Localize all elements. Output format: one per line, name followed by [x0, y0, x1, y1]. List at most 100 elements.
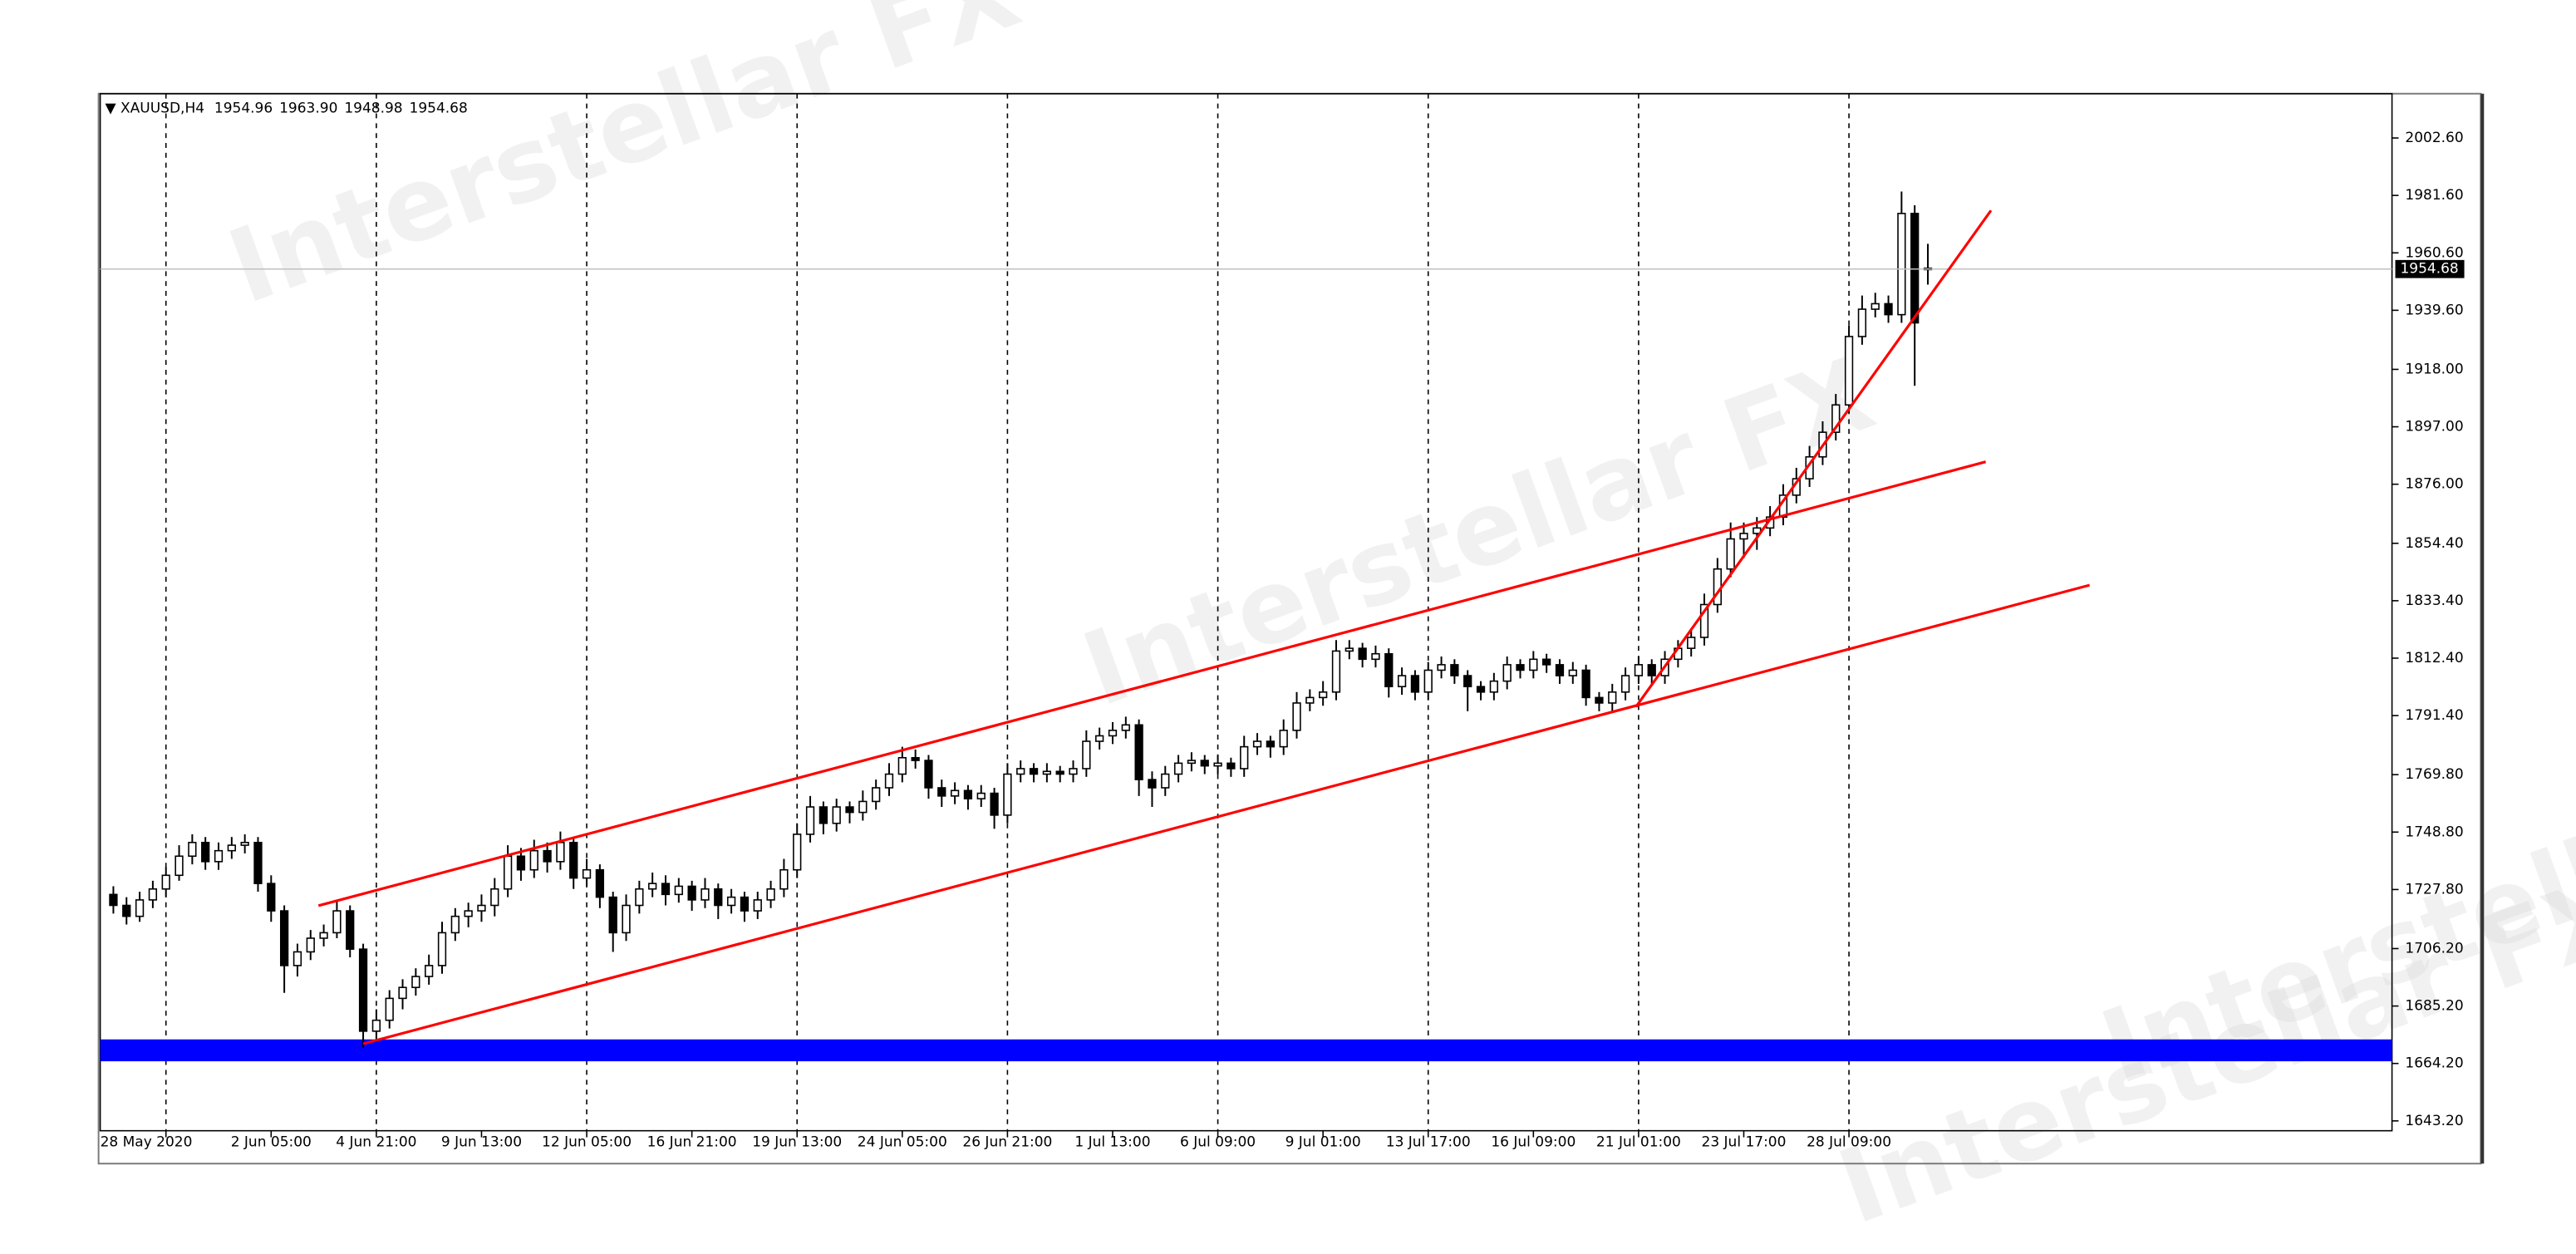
y-tick-label: 1897.00 — [2405, 419, 2463, 435]
x-tick-label: 21 Jul 01:00 — [1596, 1134, 1681, 1151]
candle-body — [306, 937, 315, 953]
candle-body — [701, 888, 710, 901]
candle-body — [1476, 686, 1486, 693]
candle-body — [1108, 730, 1118, 737]
candle-body — [595, 868, 605, 898]
header-arrow: ▼ — [106, 101, 120, 117]
candle-body — [674, 885, 683, 896]
symbol: XAUUSD,H4 — [120, 101, 204, 117]
trendline — [317, 460, 1987, 907]
y-tick-label: 1812.40 — [2405, 650, 2463, 666]
x-tick-label: 12 Jun 05:00 — [542, 1134, 632, 1151]
candle-body — [740, 896, 750, 912]
candle-body — [1240, 745, 1249, 770]
candle-body — [503, 855, 513, 890]
candle-body — [148, 888, 158, 901]
candle-body — [687, 885, 696, 901]
candle-body — [214, 849, 224, 863]
x-tick-label: 2 Jun 05:00 — [231, 1134, 312, 1151]
x-tick-label: 9 Jun 13:00 — [441, 1134, 522, 1151]
candle-body — [188, 842, 197, 858]
y-tick-label: 1960.60 — [2405, 244, 2463, 261]
candle-body — [1029, 768, 1039, 775]
candle-body — [753, 899, 762, 912]
candle-body — [1319, 691, 1328, 699]
y-tick-label: 1643.20 — [2405, 1113, 2463, 1129]
candle-body — [1213, 762, 1222, 767]
candle-body — [437, 932, 447, 966]
candle-body — [793, 834, 802, 871]
x-tick-label: 4 Jun 21:00 — [336, 1134, 416, 1151]
header-close: 1954.68 — [410, 101, 468, 117]
y-tick-label: 1769.80 — [2405, 766, 2463, 783]
candle-body — [516, 855, 526, 871]
candle-body — [1634, 664, 1644, 676]
candle-body — [201, 842, 210, 863]
candle-body — [582, 868, 592, 879]
x-tick-label: 24 Jun 05:00 — [858, 1134, 947, 1151]
candle-body — [766, 888, 775, 901]
y-tick-label: 1833.40 — [2405, 593, 2463, 609]
candle-body — [1831, 404, 1841, 433]
candle-body — [1200, 760, 1209, 767]
candle-body — [608, 896, 617, 934]
candle-body — [332, 910, 342, 934]
price-label-box — [2395, 259, 2465, 278]
candle-body — [411, 976, 420, 989]
y-tick-label: 2002.60 — [2405, 130, 2463, 146]
candle-body — [1305, 696, 1315, 704]
trendline — [362, 583, 2091, 1045]
header-low: 1948.98 — [344, 101, 402, 117]
y-tick-label: 1706.20 — [2405, 940, 2463, 956]
y-tick-label: 1727.80 — [2405, 881, 2463, 897]
candle-body — [279, 910, 289, 966]
candle-body — [1410, 675, 1420, 693]
candle-body — [464, 910, 473, 917]
candle-body — [1897, 213, 1906, 316]
candle-body — [911, 756, 920, 761]
candle-body — [1647, 664, 1656, 676]
candle-body — [1620, 675, 1630, 693]
candle-body — [1871, 302, 1880, 310]
candle-body — [819, 806, 828, 824]
candle-body — [1266, 740, 1276, 748]
x-tick-label: 6 Jul 09:00 — [1180, 1134, 1256, 1151]
candle-body — [1450, 664, 1459, 676]
candle-body — [1502, 664, 1512, 682]
candle-body — [897, 756, 907, 775]
candle-body — [1687, 637, 1696, 649]
candle-body — [1489, 680, 1498, 693]
candle-body — [1331, 650, 1341, 693]
candle-body — [385, 997, 394, 1021]
candle-body — [135, 899, 145, 917]
candle-body — [635, 888, 644, 907]
x-tick-label: 28 May 2020 — [101, 1134, 193, 1151]
candle-body — [1148, 779, 1157, 789]
candle-body — [450, 915, 460, 934]
candle-body — [543, 849, 552, 863]
candle-body — [240, 842, 249, 846]
x-tick-label: 9 Jul 01:00 — [1286, 1134, 1361, 1151]
plot-border — [99, 92, 2393, 1132]
candle-body — [253, 842, 263, 884]
candle-body — [884, 773, 894, 789]
candle-body — [976, 792, 986, 799]
candle-body — [1463, 675, 1472, 688]
candle-body — [490, 888, 499, 907]
candle-body — [1726, 538, 1735, 570]
candle-body — [319, 932, 328, 939]
candle-body — [1345, 647, 1354, 652]
candle-body — [529, 849, 538, 871]
candle-body — [1042, 770, 1052, 775]
candle-body — [648, 883, 657, 890]
candle-body — [714, 888, 723, 907]
candle-body — [805, 806, 815, 835]
candle-body — [1279, 730, 1288, 748]
candle-body — [990, 792, 999, 816]
candle-body — [1016, 768, 1025, 775]
y-tick-label: 1748.80 — [2405, 824, 2463, 840]
candle-body — [175, 855, 184, 877]
candle-body — [1857, 308, 1867, 337]
